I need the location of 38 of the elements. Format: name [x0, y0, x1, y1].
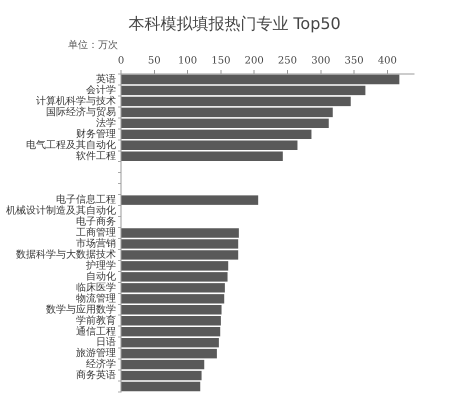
y-tick-label: 机械设计制造及其自动化	[6, 204, 116, 217]
x-tick-label: 100	[178, 56, 198, 67]
bar	[122, 195, 258, 205]
x-tick-label: 400	[378, 56, 397, 67]
y-tick-label: 护理学	[85, 259, 116, 272]
y-tick-label: 工商管理	[76, 226, 116, 239]
y-tick-label: 电子商务	[76, 216, 116, 228]
y-tick-label: 商务英语	[76, 369, 116, 382]
y-tick-label: 临床医学	[76, 281, 116, 294]
y-tick-label: 计算机科学与技术	[36, 95, 116, 108]
y-tick-label: 数据科学与大数据技术	[16, 248, 116, 261]
y-tick-label: 电气工程及其自动化	[26, 138, 116, 151]
y-tick-label: 旅游管理	[76, 347, 116, 360]
bar	[122, 228, 239, 238]
x-tick-label: 250	[278, 56, 298, 67]
y-tick-label: 财务管理	[76, 128, 116, 140]
y-tick-label: 电子信息工程	[56, 194, 116, 206]
x-tick-label: 300	[311, 56, 330, 67]
x-tick-label: 50	[148, 56, 161, 67]
y-tick-label: 日语	[96, 336, 116, 348]
y-tick-label: 经济学	[86, 358, 116, 370]
chart-title: 本科模拟填报热门专业 Top50	[127, 14, 342, 35]
x-tick-label: 350	[344, 56, 364, 67]
y-tick-label: 国际经济与贸易	[46, 106, 116, 118]
y-tick-label: 物流管理	[76, 292, 116, 304]
y-tick-label: 会计学	[86, 84, 116, 96]
y-tick-label: 软件工程	[76, 150, 116, 162]
y-tick-label: 通信工程	[76, 325, 116, 338]
y-tick-label: 英语	[96, 73, 116, 86]
y-tick-label: 自动化	[86, 270, 116, 282]
x-tick-label: 200	[244, 56, 264, 67]
y-tick-label: 市场营销	[76, 238, 116, 250]
y-tick-label: 学前教育	[76, 314, 116, 326]
x-tick-label: 0	[118, 56, 124, 67]
x-tick-label: 150	[211, 56, 230, 67]
chart-subtitle: 单位：万次	[68, 38, 118, 52]
y-tick-label: 数学与应用数学	[46, 303, 116, 316]
y-tick-label: 法学	[96, 116, 116, 129]
